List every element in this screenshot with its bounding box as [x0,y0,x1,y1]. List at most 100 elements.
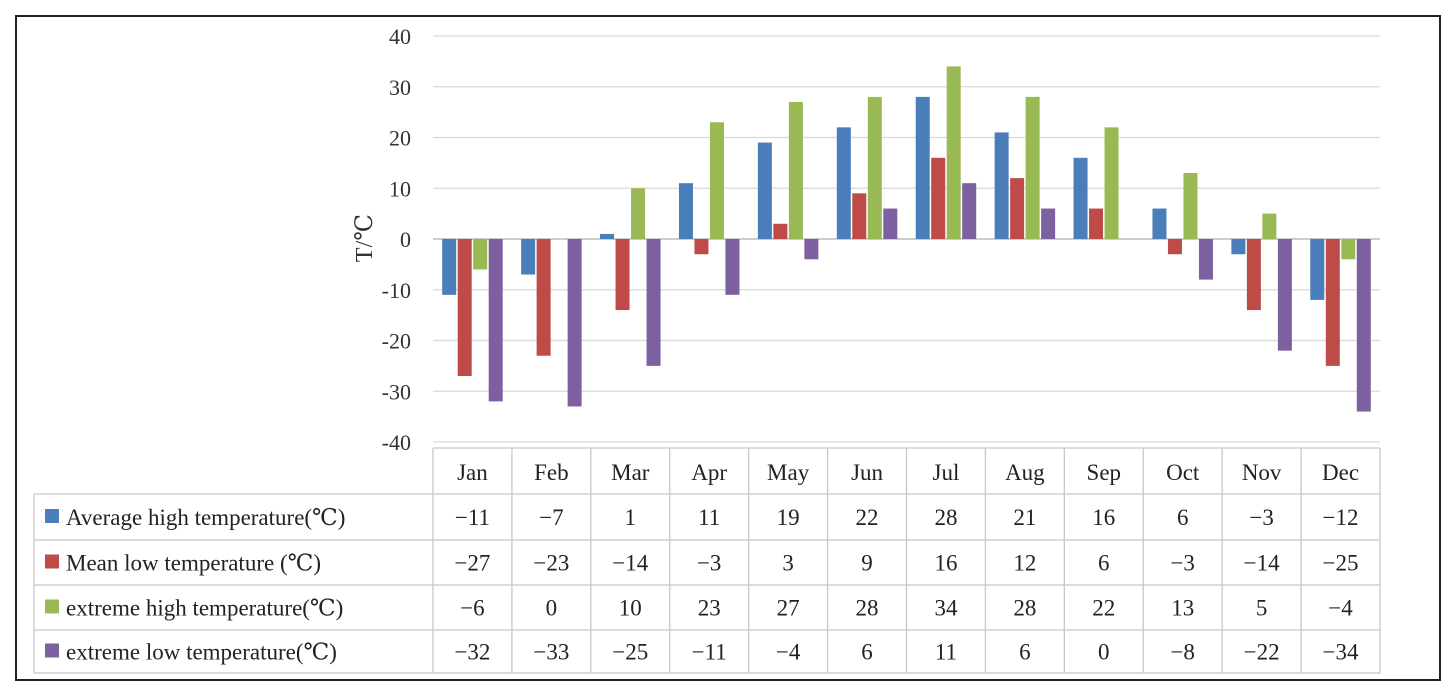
data-label: 22 [856,505,879,530]
legend-swatch [45,643,59,658]
y-tick-label: -10 [382,278,411,303]
y-tick-label: -30 [382,379,411,404]
bar [536,239,551,356]
bar [600,233,615,239]
bar [473,239,488,270]
bar [867,96,882,240]
data-label: 10 [619,596,642,621]
data-label: −25 [1323,551,1359,576]
bar [1183,173,1198,239]
data-label: 28 [856,596,879,621]
data-label: 5 [1256,596,1268,621]
y-axis: 40 30 20 10 0 -10 -20 -30 -40 [382,24,411,455]
x-tick-label: Jul [933,460,960,485]
data-label: 6 [1098,551,1110,576]
data-label: 11 [698,505,720,530]
bar [1231,239,1246,255]
data-label: 21 [1013,505,1036,530]
data-label: 0 [1098,640,1110,665]
data-label: −22 [1244,640,1280,665]
bar [646,239,661,366]
x-tick-label: Apr [691,460,727,485]
x-tick-label: Jan [457,460,488,485]
x-tick-label: May [767,460,810,485]
bar [709,122,724,239]
gridlines [433,35,1380,443]
data-label: 11 [935,640,957,665]
y-axis-label: T/℃ [352,214,378,262]
bar [1025,96,1040,240]
bar [1310,239,1325,300]
data-label: −4 [776,640,801,665]
bar [631,188,646,239]
bar [1152,208,1167,239]
bar [1073,157,1088,239]
data-label: 27 [777,596,800,621]
bar [615,239,630,311]
bar [488,239,503,402]
x-tick-label: Mar [611,460,650,485]
bar [962,183,977,239]
data-label: 16 [934,551,957,576]
bar [1277,239,1292,351]
data-label: −12 [1323,505,1359,530]
bar [694,239,709,255]
data-label: −11 [692,640,727,665]
data-label: −33 [533,640,569,665]
data-label: 28 [1013,596,1036,621]
bar [1041,208,1056,239]
bar [678,183,693,239]
bar [567,239,582,407]
data-label: 9 [861,551,873,576]
bar [836,127,851,239]
bar [1198,239,1213,280]
data-label: −14 [612,551,648,576]
legend-swatch [45,554,59,569]
data-label: 0 [546,596,558,621]
y-tick-label: 20 [389,126,411,151]
legend-swatch [45,599,59,614]
data-label: −14 [1244,551,1280,576]
y-tick-label: 0 [400,227,411,252]
bar [773,223,788,239]
data-label: 19 [777,505,800,530]
data-label: 22 [1092,596,1115,621]
data-label: −7 [539,505,563,530]
bar [757,142,772,239]
data-label: 6 [1019,640,1031,665]
x-tick-label: Sep [1087,460,1122,485]
x-tick-label: Jun [851,460,883,485]
data-label: −23 [533,551,569,576]
legend-label: Average high temperature(℃) [66,505,345,530]
bar [1104,127,1119,239]
bar [1010,178,1025,239]
bar [725,239,740,295]
bar [883,208,898,239]
bar [1167,239,1182,255]
x-tick-label: Aug [1005,460,1045,485]
data-label: 3 [782,551,794,576]
y-tick-label: 30 [389,75,411,100]
x-tick-label: Dec [1322,460,1359,485]
data-label: 28 [934,505,957,530]
data-label: 23 [698,596,721,621]
y-tick-label: 10 [389,176,411,201]
legend-label: extreme low temperature(℃) [66,640,337,665]
data-label: −6 [460,596,484,621]
x-tick-label: Nov [1242,460,1282,485]
x-tick-label: Feb [534,460,569,485]
data-label: −27 [454,551,490,576]
bar [521,239,536,275]
data-label: −25 [612,640,648,665]
bar [1356,239,1371,412]
data-label: −8 [1170,640,1194,665]
bar [1262,213,1277,239]
bar [1341,239,1356,260]
data-label: 6 [861,640,873,665]
data-label: −11 [455,505,490,530]
data-label: 34 [934,596,958,621]
legend-label: Mean low temperature (℃) [66,551,321,576]
bar [457,239,472,377]
y-tick-label: -40 [382,430,411,455]
